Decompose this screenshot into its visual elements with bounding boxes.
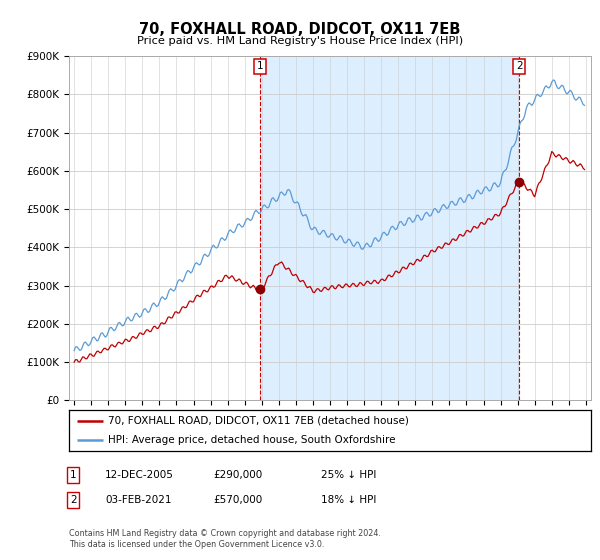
Text: 2: 2 <box>516 61 523 71</box>
Text: 1: 1 <box>257 61 263 71</box>
Text: Contains HM Land Registry data © Crown copyright and database right 2024.
This d: Contains HM Land Registry data © Crown c… <box>69 529 381 549</box>
Text: 12-DEC-2005: 12-DEC-2005 <box>105 470 174 480</box>
Text: Price paid vs. HM Land Registry's House Price Index (HPI): Price paid vs. HM Land Registry's House … <box>137 36 463 46</box>
Text: HPI: Average price, detached house, South Oxfordshire: HPI: Average price, detached house, Sout… <box>108 435 395 445</box>
Text: 70, FOXHALL ROAD, DIDCOT, OX11 7EB: 70, FOXHALL ROAD, DIDCOT, OX11 7EB <box>139 22 461 38</box>
Text: £570,000: £570,000 <box>213 495 262 505</box>
Bar <box>260 56 519 400</box>
Text: 70, FOXHALL ROAD, DIDCOT, OX11 7EB (detached house): 70, FOXHALL ROAD, DIDCOT, OX11 7EB (deta… <box>108 416 409 426</box>
Text: 03-FEB-2021: 03-FEB-2021 <box>105 495 172 505</box>
Text: 1: 1 <box>70 470 77 480</box>
Text: 18% ↓ HPI: 18% ↓ HPI <box>321 495 376 505</box>
Text: £290,000: £290,000 <box>213 470 262 480</box>
Text: 2: 2 <box>70 495 77 505</box>
Text: 25% ↓ HPI: 25% ↓ HPI <box>321 470 376 480</box>
